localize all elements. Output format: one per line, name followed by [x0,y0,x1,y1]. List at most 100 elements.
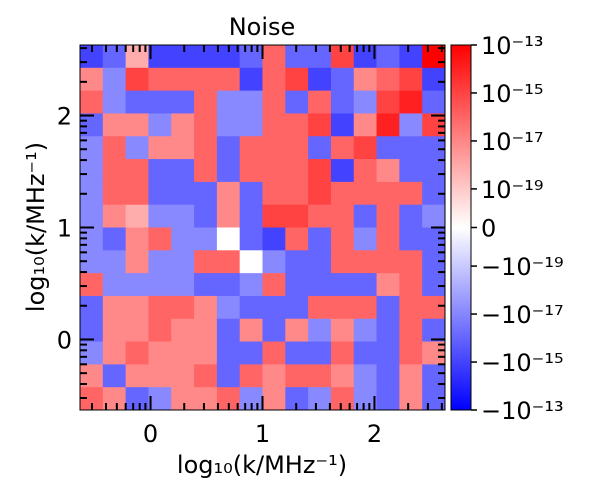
heatmap-cell [239,90,263,114]
heatmap-cell [194,295,218,320]
heatmap-cell [148,113,172,137]
heatmap-cell [171,136,195,160]
heatmap-cell [171,318,195,343]
heatmap-cell [399,181,423,206]
heatmap-cell [262,181,286,206]
heatmap-cell [376,45,400,69]
heatmap-cell [353,67,378,92]
heatmap-cell [80,90,104,114]
heatmap-cell [171,181,195,206]
heatmap-cell [353,295,378,320]
heatmap-cell [330,45,355,69]
heatmap-cell [80,318,104,343]
x-tick-label: 2 [367,420,382,448]
heatmap-cell [285,250,309,274]
chart-title: Noise [229,13,296,41]
heatmap-cell [330,181,355,206]
heatmap-cell [308,387,332,411]
heatmap-cell [330,341,355,365]
heatmap-cell [376,387,400,411]
heatmap-cell [262,113,286,137]
heatmap-cell [262,204,286,228]
heatmap-cell [353,273,378,297]
heatmap-cell [422,318,446,343]
heatmap-cell [80,364,104,388]
heatmap-cell [194,90,218,114]
heatmap-cell [216,67,241,92]
heatmap-cell [330,273,355,297]
heatmap-cell [125,90,149,114]
heatmap-cell [216,90,241,114]
heatmap-cell [148,273,172,297]
heatmap-cell [80,181,104,206]
heatmap-cell [308,136,332,160]
heatmap-cell [171,204,195,228]
heatmap-cell [262,387,286,411]
heatmap-cell [399,45,423,69]
heatmap-cell [353,364,378,388]
heatmap-cell [80,250,104,274]
heatmap-cell [125,273,149,297]
heatmap-cell [376,181,400,206]
heatmap-cell [125,250,149,274]
x-axis-label: log₁₀(k/MHz⁻¹) [177,451,347,479]
heatmap-cell [262,90,286,114]
colorbar-tick-label: −10⁻¹³ [481,397,564,425]
heatmap-cell [376,364,400,388]
heatmap-cell [194,113,218,137]
heatmap-cell [353,181,378,206]
heatmap-cell [102,364,127,388]
heatmap-cell [422,90,446,114]
heatmap-cell [262,341,286,365]
heatmap-cell [171,273,195,297]
heatmap-cell [399,250,423,274]
heatmap-cell [171,159,195,183]
heatmap-cell [80,387,104,411]
heatmap-cell [102,204,127,228]
x-tick-label: 0 [143,420,158,448]
colorbar-tick-label: 10⁻¹⁵ [481,80,543,108]
heatmap-cell [239,113,263,137]
heatmap-cell [376,136,400,160]
heatmap-cell [125,45,149,69]
heatmap-cell [376,318,400,343]
heatmap-cell [308,90,332,114]
heatmap-cell [125,318,149,343]
axis-ticks: 0 1 2 0 1 2 [57,45,445,448]
heatmap-cell [216,204,241,228]
heatmap-cell [285,364,309,388]
heatmap-cell [216,273,241,297]
y-tick-label: 2 [57,103,72,131]
heatmap-cell [102,250,127,274]
heatmap-cell [148,318,172,343]
colorbar-tick-label: 0 [481,215,496,243]
heatmap-cell [125,204,149,228]
heatmap-cell [239,364,263,388]
heatmap-cell [285,113,309,137]
heatmap-cell [376,227,400,251]
heatmap-cell [148,67,172,92]
heatmap-cell [171,67,195,92]
heatmap-cell [194,250,218,274]
heatmap-cell [216,364,241,388]
heatmap-cell [125,159,149,183]
heatmap-cell [125,136,149,160]
heatmap-cell [422,250,446,274]
heatmap-cell [80,159,104,183]
heatmap-cell [353,159,378,183]
heatmap-cell [148,136,172,160]
heatmap-cell [422,181,446,206]
heatmap-cell [239,341,263,365]
heatmap-cell [353,227,378,251]
heatmap-cell [239,67,263,92]
heatmap-cell [308,181,332,206]
heatmap-cell [216,181,241,206]
heatmap-cell [194,204,218,228]
heatmap-cell [330,318,355,343]
heatmap-cell [422,159,446,183]
heatmap-cell [353,250,378,274]
heatmap-cell [239,136,263,160]
heatmap-cells [80,45,446,411]
heatmap-cell [330,204,355,228]
heatmap-cell [262,159,286,183]
